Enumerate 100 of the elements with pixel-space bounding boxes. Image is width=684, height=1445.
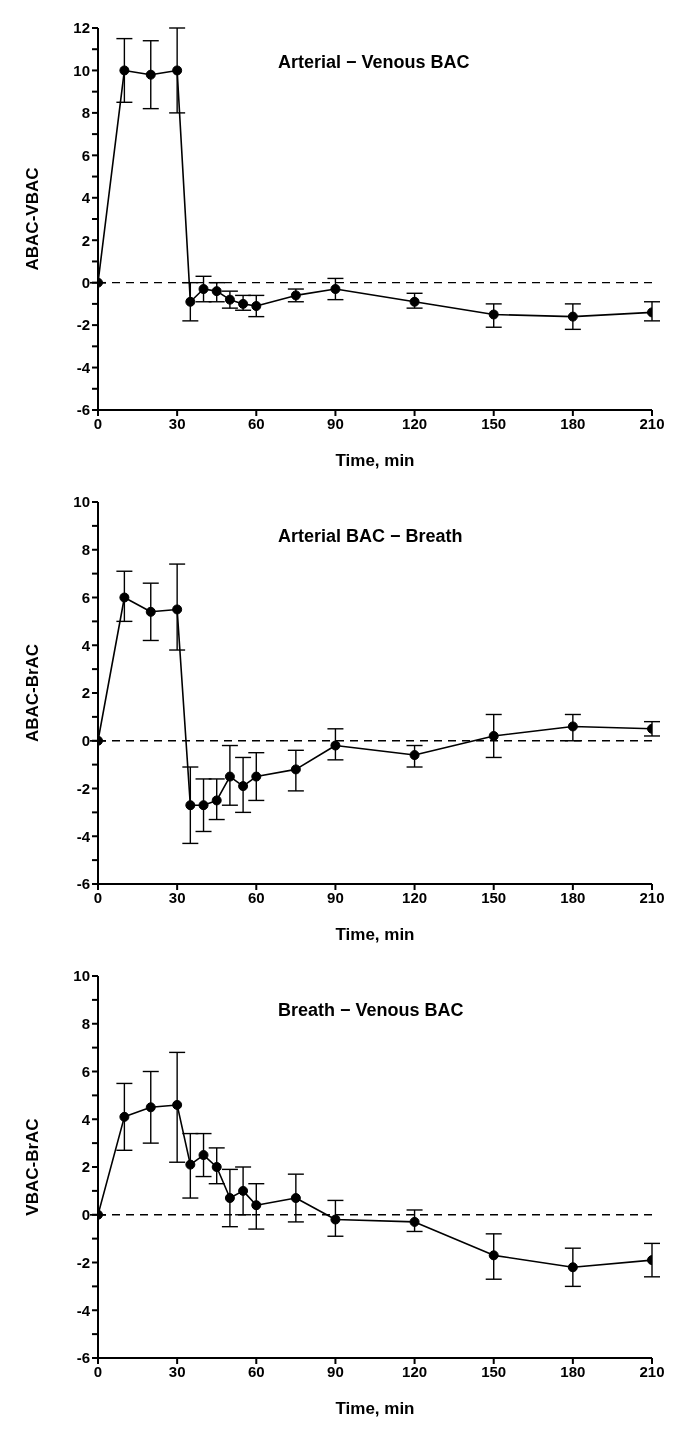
y-tick-label: 8 <box>81 104 90 122</box>
x-tick-label: 120 <box>402 1362 428 1380</box>
y-tick-label: 6 <box>81 146 90 164</box>
x-tick-label: 60 <box>247 888 265 906</box>
y-tick-label: -6 <box>76 875 90 893</box>
text: Breath − Venous BAC <box>278 1000 464 1021</box>
y-tick-label: 12 <box>73 19 90 37</box>
point <box>409 296 420 307</box>
y-tick-label: 10 <box>73 967 90 985</box>
point <box>251 301 262 312</box>
point <box>290 290 301 301</box>
y-tick-label: 2 <box>81 684 90 702</box>
y-tick-label: -2 <box>76 1253 90 1271</box>
y-tick-label: 0 <box>81 273 90 291</box>
x-tick-label: 210 <box>639 888 665 906</box>
x-tick-label: 150 <box>481 888 507 906</box>
point <box>251 771 262 782</box>
y-tick-label: 2 <box>81 1158 90 1176</box>
x-tick-label: 0 <box>93 1362 103 1380</box>
x-axis-title: Time, min <box>335 1399 415 1418</box>
x-tick-label: 30 <box>168 1362 186 1380</box>
x-axis-title: Time, min <box>335 925 415 944</box>
x-tick-label: 150 <box>481 1362 507 1380</box>
y-tick-label: 8 <box>81 541 90 559</box>
y-tick-label: -4 <box>76 827 91 845</box>
x-tick-label: 0 <box>93 888 103 906</box>
point <box>211 1162 222 1172</box>
y-tick-label: -4 <box>76 1301 91 1319</box>
point <box>409 750 420 761</box>
y-tick-label: -4 <box>76 358 91 376</box>
y-tick-label: -6 <box>76 1349 90 1367</box>
x-tick-label: 210 <box>639 1362 665 1380</box>
x-axis-title: Time, min <box>335 451 415 470</box>
x-tick-label: 180 <box>560 1362 586 1380</box>
point <box>290 1193 301 1204</box>
x-tick-label: 0 <box>93 414 103 432</box>
point <box>198 800 209 811</box>
point <box>488 1250 499 1261</box>
point <box>211 795 222 806</box>
text: Arterial BAC − Breath <box>278 526 463 547</box>
x-tick-label: 180 <box>560 414 586 432</box>
point <box>224 771 235 782</box>
y-axis-title: ABAC-BrAC <box>23 643 43 743</box>
y-tick-label: -2 <box>76 779 90 797</box>
x-tick-label: 180 <box>560 888 586 906</box>
y-tick-label: 10 <box>73 61 90 79</box>
y-tick-label: 4 <box>81 189 91 207</box>
point <box>224 294 235 305</box>
x-tick-label: 90 <box>327 414 344 432</box>
point <box>185 1159 196 1170</box>
point <box>488 309 499 320</box>
y-tick-label: 4 <box>81 1110 91 1128</box>
point <box>119 592 130 603</box>
point <box>567 721 578 732</box>
point <box>185 296 196 307</box>
point <box>198 284 209 295</box>
x-tick-label: 90 <box>327 1362 344 1380</box>
point <box>211 286 222 297</box>
y-tick-label: 2 <box>81 231 90 249</box>
point <box>409 1216 420 1227</box>
x-tick-label: 60 <box>247 1362 265 1380</box>
y-tick-label: -2 <box>76 316 90 334</box>
point <box>290 764 301 775</box>
y-tick-label: 8 <box>81 1015 90 1033</box>
point <box>172 65 183 76</box>
point <box>198 1150 209 1161</box>
point <box>238 298 249 309</box>
point <box>172 604 183 615</box>
point <box>567 1262 578 1273</box>
y-tick-label: 0 <box>81 1206 90 1224</box>
x-tick-label: 150 <box>481 414 507 432</box>
point <box>238 781 249 792</box>
point <box>251 1200 262 1211</box>
text: Arterial − Venous BAC <box>278 52 470 73</box>
point <box>238 1185 249 1196</box>
x-tick-label: 30 <box>168 888 186 906</box>
point <box>330 284 341 295</box>
y-tick-label: -6 <box>76 401 90 419</box>
point <box>185 800 196 811</box>
y-axis-title: ABAC-VBAC <box>23 167 43 271</box>
point <box>224 1193 235 1204</box>
y-tick-label: 0 <box>81 732 90 750</box>
point <box>145 606 156 617</box>
point <box>488 730 499 741</box>
y-axis-title: VBAC-BrAC <box>23 1118 43 1216</box>
point <box>119 65 130 76</box>
point <box>567 311 578 322</box>
x-tick-label: 120 <box>402 414 428 432</box>
x-tick-label: 60 <box>247 414 265 432</box>
x-tick-label: 210 <box>639 414 665 432</box>
x-tick-label: 30 <box>168 414 186 432</box>
point <box>330 740 341 751</box>
point <box>172 1099 183 1110</box>
x-tick-label: 120 <box>402 888 428 906</box>
y-tick-label: 10 <box>73 493 90 511</box>
point <box>145 69 156 80</box>
y-tick-label: 6 <box>81 588 90 606</box>
y-tick-label: 6 <box>81 1062 90 1080</box>
point <box>119 1111 130 1122</box>
x-tick-label: 90 <box>327 888 344 906</box>
